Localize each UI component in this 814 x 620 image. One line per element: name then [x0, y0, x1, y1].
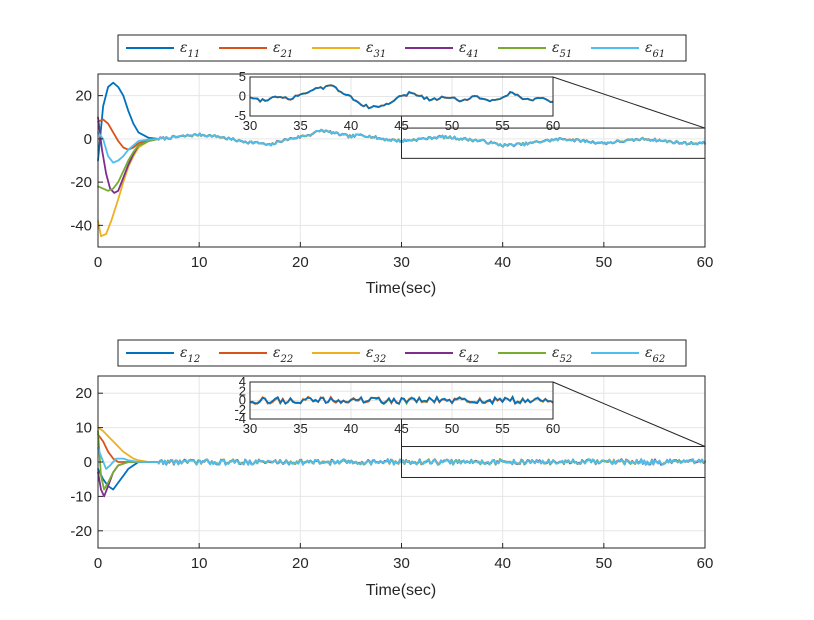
inset-x-tick-label: 60 [546, 118, 560, 133]
y-tick-label: -20 [70, 523, 92, 540]
top-xlabel: Time(sec) [366, 280, 437, 297]
x-tick-label: 60 [697, 555, 714, 572]
y-tick-label: 0 [84, 131, 92, 148]
inset-y-tick-label: 5 [239, 69, 246, 84]
inset-x-tick-label: 50 [445, 118, 459, 133]
inset-y-tick-label: 0 [239, 89, 246, 104]
inset-x-tick-label: 55 [495, 421, 509, 436]
bottom-xlabel: Time(sec) [366, 582, 437, 599]
inset-y-tick-label: 4 [239, 374, 246, 389]
x-tick-label: 0 [94, 555, 102, 572]
bottom-series-lines [97, 426, 706, 498]
x-tick-label: 20 [292, 555, 309, 572]
inset-y-tick-label: -5 [234, 108, 246, 123]
inset-series-line-11 [249, 84, 554, 110]
y-tick-label: -10 [70, 488, 92, 505]
y-tick-label: 10 [75, 420, 92, 437]
y-tick-label: 20 [75, 88, 92, 105]
inset-x-tick-label: 55 [495, 118, 509, 133]
inset-x-tick-label: 60 [546, 421, 560, 436]
bottom-zoom-window [401, 381, 706, 478]
inset-x-tick-label: 40 [344, 421, 358, 436]
x-tick-label: 50 [595, 254, 612, 271]
inset-x-tick-label: 45 [394, 118, 408, 133]
x-tick-label: 20 [292, 254, 309, 271]
bottom-inset: 30 35 40 45 50 55 60 420-2-4 [234, 374, 560, 436]
x-tick-label: 40 [494, 254, 511, 271]
inset-x-tick-label: 45 [394, 421, 408, 436]
inset-frame [249, 381, 554, 420]
inset-x-tick-label: 50 [445, 421, 459, 436]
inset-x-tick-label: 40 [344, 118, 358, 133]
inset-frame [249, 76, 554, 117]
inset-x-tick-label: 30 [243, 118, 257, 133]
x-tick-label: 30 [393, 254, 410, 271]
top-series-lines [97, 81, 706, 238]
x-tick-label: 50 [595, 555, 612, 572]
x-tick-label: 30 [393, 555, 410, 572]
x-tick-label: 0 [94, 254, 102, 271]
bottom-legend: ε12 ε22 ε32 ε42 ε52 ε62 [117, 339, 687, 367]
top-ticks: 0 10 20 30 40 50 60 20 0 -20 -40 [70, 88, 713, 271]
inset-y-tick-label: 0 [239, 393, 246, 408]
inset-y-tick-label: -2 [234, 402, 246, 417]
inset-y-tick-label: 2 [239, 383, 246, 398]
inset-x-tick-label: 35 [293, 421, 307, 436]
x-tick-label: 10 [191, 555, 208, 572]
y-tick-label: -40 [70, 217, 92, 234]
y-tick-label: -20 [70, 174, 92, 191]
inset-x-tick-label: 35 [293, 118, 307, 133]
x-tick-label: 60 [697, 254, 714, 271]
zoom-connector-right [552, 381, 706, 447]
series-line-61 [97, 129, 706, 164]
y-tick-label: 0 [84, 454, 92, 471]
top-zoom-window [401, 76, 706, 159]
inset-y-tick-label: -4 [234, 411, 246, 426]
inset-x-tick-label: 30 [243, 421, 257, 436]
zoom-connector-right [552, 76, 706, 129]
x-tick-label: 10 [191, 254, 208, 271]
series-line-62 [97, 447, 706, 470]
inset-series-line-12 [249, 394, 554, 406]
y-tick-label: 20 [75, 385, 92, 402]
x-tick-label: 40 [494, 555, 511, 572]
top-legend: ε11 ε21 ε31 ε41 ε51 ε61 [117, 34, 687, 62]
